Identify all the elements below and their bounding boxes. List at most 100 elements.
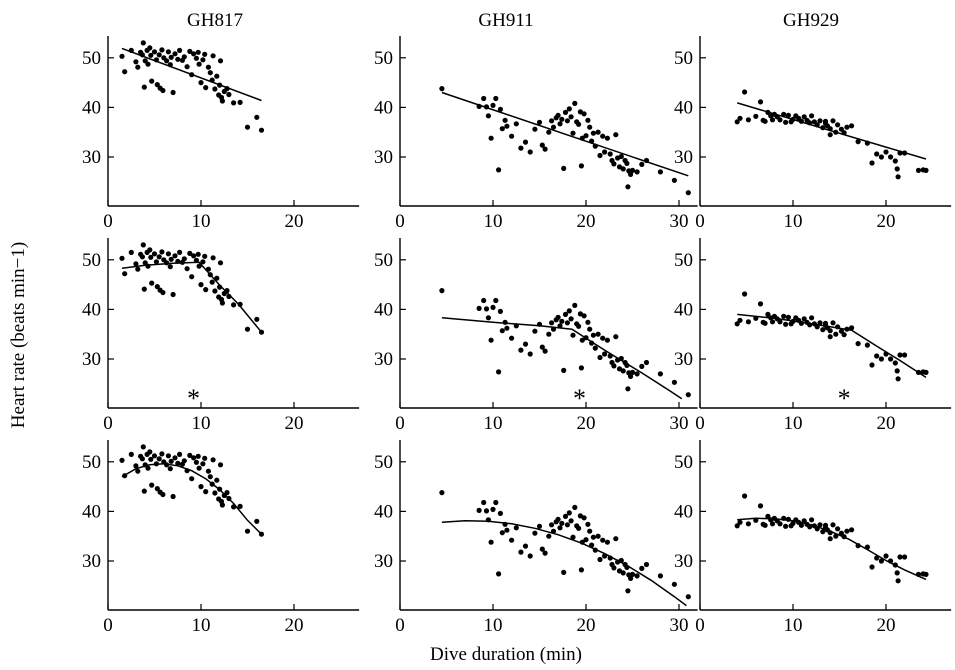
data-point (849, 527, 855, 533)
data-point (604, 539, 611, 545)
data-point (629, 167, 636, 173)
data-point (855, 341, 861, 347)
data-point (509, 537, 515, 543)
data-point (581, 515, 587, 521)
x-tick-label: 10 (484, 211, 503, 232)
data-point (488, 539, 494, 545)
data-point (892, 158, 898, 164)
data-point (497, 106, 503, 112)
data-point (620, 166, 626, 172)
data-point (439, 490, 445, 496)
data-point (172, 51, 178, 57)
data-point (639, 161, 645, 167)
data-point (781, 313, 787, 319)
data-point (198, 484, 204, 490)
data-point (496, 369, 502, 375)
data-point (522, 139, 529, 145)
data-point (671, 379, 678, 385)
data-point (737, 519, 743, 525)
data-point (892, 360, 898, 366)
data-point (568, 518, 574, 524)
data-point (734, 119, 740, 125)
data-point (625, 184, 631, 190)
data-point (830, 320, 836, 326)
data-point (496, 571, 502, 577)
data-point (578, 365, 585, 371)
data-point (817, 118, 823, 124)
data-point (587, 326, 593, 332)
data-point (592, 345, 598, 351)
data-point (172, 253, 178, 259)
data-point (801, 316, 807, 322)
data-point (685, 190, 691, 196)
data-point (237, 99, 243, 105)
data-point (509, 335, 515, 341)
data-point (141, 286, 147, 292)
data-point (888, 356, 894, 362)
data-point (769, 117, 776, 123)
data-point (742, 89, 748, 95)
y-tick-label: 30 (82, 349, 101, 370)
data-point (493, 297, 499, 304)
data-point (578, 163, 585, 169)
data-point (187, 48, 193, 55)
data-point (490, 506, 496, 512)
data-point (628, 171, 634, 177)
data-point (254, 316, 260, 322)
data-point (202, 455, 208, 461)
data-point (135, 266, 141, 272)
data-point (742, 291, 748, 297)
data-point (639, 363, 645, 369)
x-tick-label: 0 (395, 615, 405, 636)
data-point (557, 121, 563, 127)
x-tick-label: 20 (877, 615, 896, 636)
data-point (643, 359, 650, 366)
data-point (439, 288, 445, 294)
y-tick-label: 50 (374, 48, 393, 69)
data-point (844, 528, 850, 534)
data-point (546, 129, 552, 135)
x-tick-label: 20 (877, 413, 896, 434)
fit-line (121, 47, 262, 102)
data-point (504, 123, 510, 129)
data-point (566, 308, 572, 314)
x-tick-label: 0 (103, 413, 113, 434)
data-point (499, 530, 505, 536)
column-title-gh817: GH817 (187, 10, 243, 31)
data-point (254, 114, 260, 120)
data-point (254, 518, 260, 524)
y-tick-label: 30 (674, 147, 693, 168)
fit-line (737, 517, 927, 581)
data-point (539, 142, 545, 148)
data-point (561, 569, 567, 576)
data-point (581, 313, 587, 319)
data-point (895, 578, 901, 584)
data-point (133, 261, 139, 267)
data-point (570, 534, 576, 540)
data-point (561, 367, 567, 373)
data-point (817, 522, 823, 528)
data-point (807, 524, 813, 530)
data-point (549, 320, 555, 326)
data-point (184, 64, 190, 70)
data-point (212, 288, 218, 294)
data-point (809, 517, 815, 523)
data-point (579, 337, 585, 343)
y-tick-label: 40 (82, 97, 101, 118)
data-point (864, 342, 871, 348)
data-point (874, 353, 880, 359)
data-point (518, 549, 524, 555)
data-point (160, 87, 166, 94)
data-point (191, 253, 197, 259)
data-point (244, 528, 251, 534)
data-point (527, 149, 533, 155)
data-point (849, 325, 855, 331)
data-point (485, 315, 491, 321)
y-tick-label: 50 (374, 250, 393, 271)
data-point (783, 523, 789, 529)
data-point (597, 556, 603, 563)
data-point (602, 351, 608, 357)
data-point (895, 376, 901, 382)
